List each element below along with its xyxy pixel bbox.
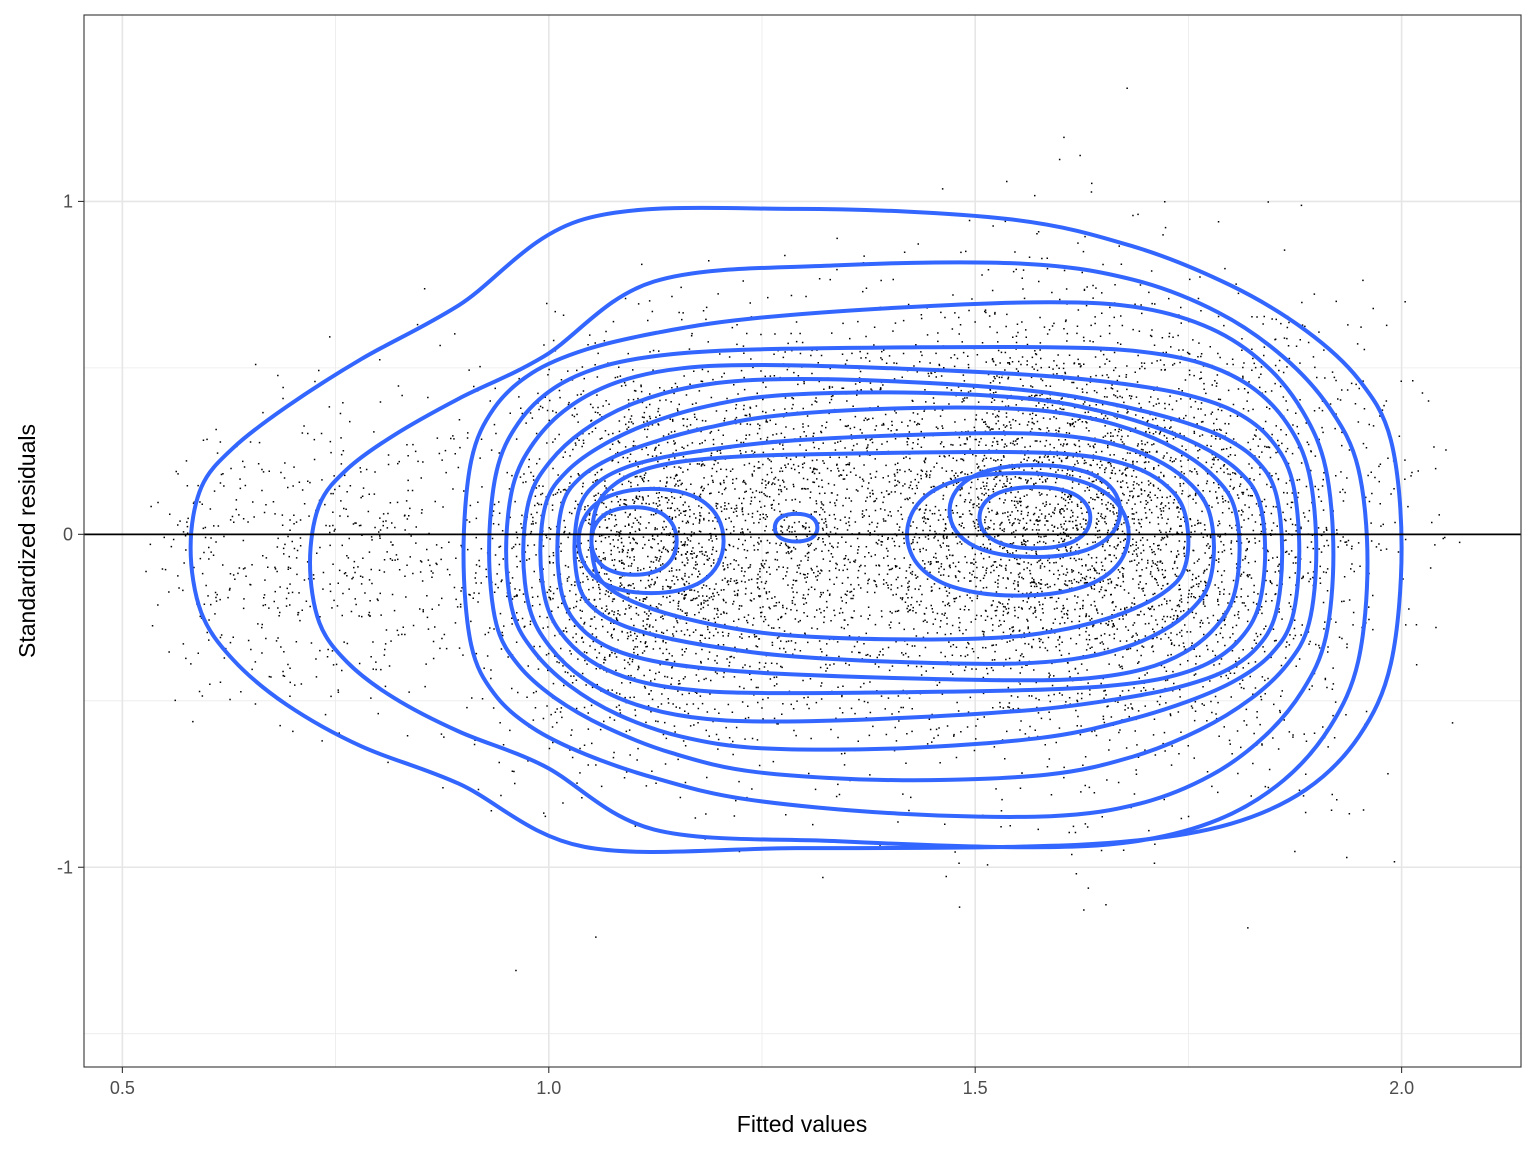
contour-line-level-4 [487,344,1319,783]
contour-line-level-9 [572,431,1216,666]
density-contours [188,205,1404,854]
contour-line-level-6 [521,377,1285,724]
contour-line-peak-left-inner [589,505,679,577]
contour-line-level-8 [555,405,1242,683]
contour-line-level-3 [461,300,1336,819]
x-tick-label: 2.0 [1389,1078,1414,1098]
y-axis-title: Standardized residuals [14,424,40,658]
contour-line-peak-left-outer [576,486,726,596]
y-tick-label: 0 [63,524,73,544]
x-tick-label: 0.5 [110,1078,135,1098]
contour-line-peak-right-mid [947,463,1123,559]
contour-line-level-2 [308,260,1370,850]
plot-panel-border [83,14,1522,1068]
y-tick-label: 1 [63,191,73,211]
x-axis-ticks: 0.5 1.0 1.5 2.0 [110,1067,1414,1098]
y-tick-label: -1 [57,857,73,877]
contour-line-peak-mid [772,511,820,544]
contour-line-peak-right-inner [977,485,1093,551]
x-axis-title: Fitted values [737,1111,867,1137]
contour-line-level-7 [538,390,1268,696]
y-axis-ticks: -1 0 1 [57,191,84,877]
x-tick-label: 1.5 [963,1078,988,1098]
x-tick-label: 1.0 [536,1078,561,1098]
contour-line-level-5 [504,363,1302,752]
